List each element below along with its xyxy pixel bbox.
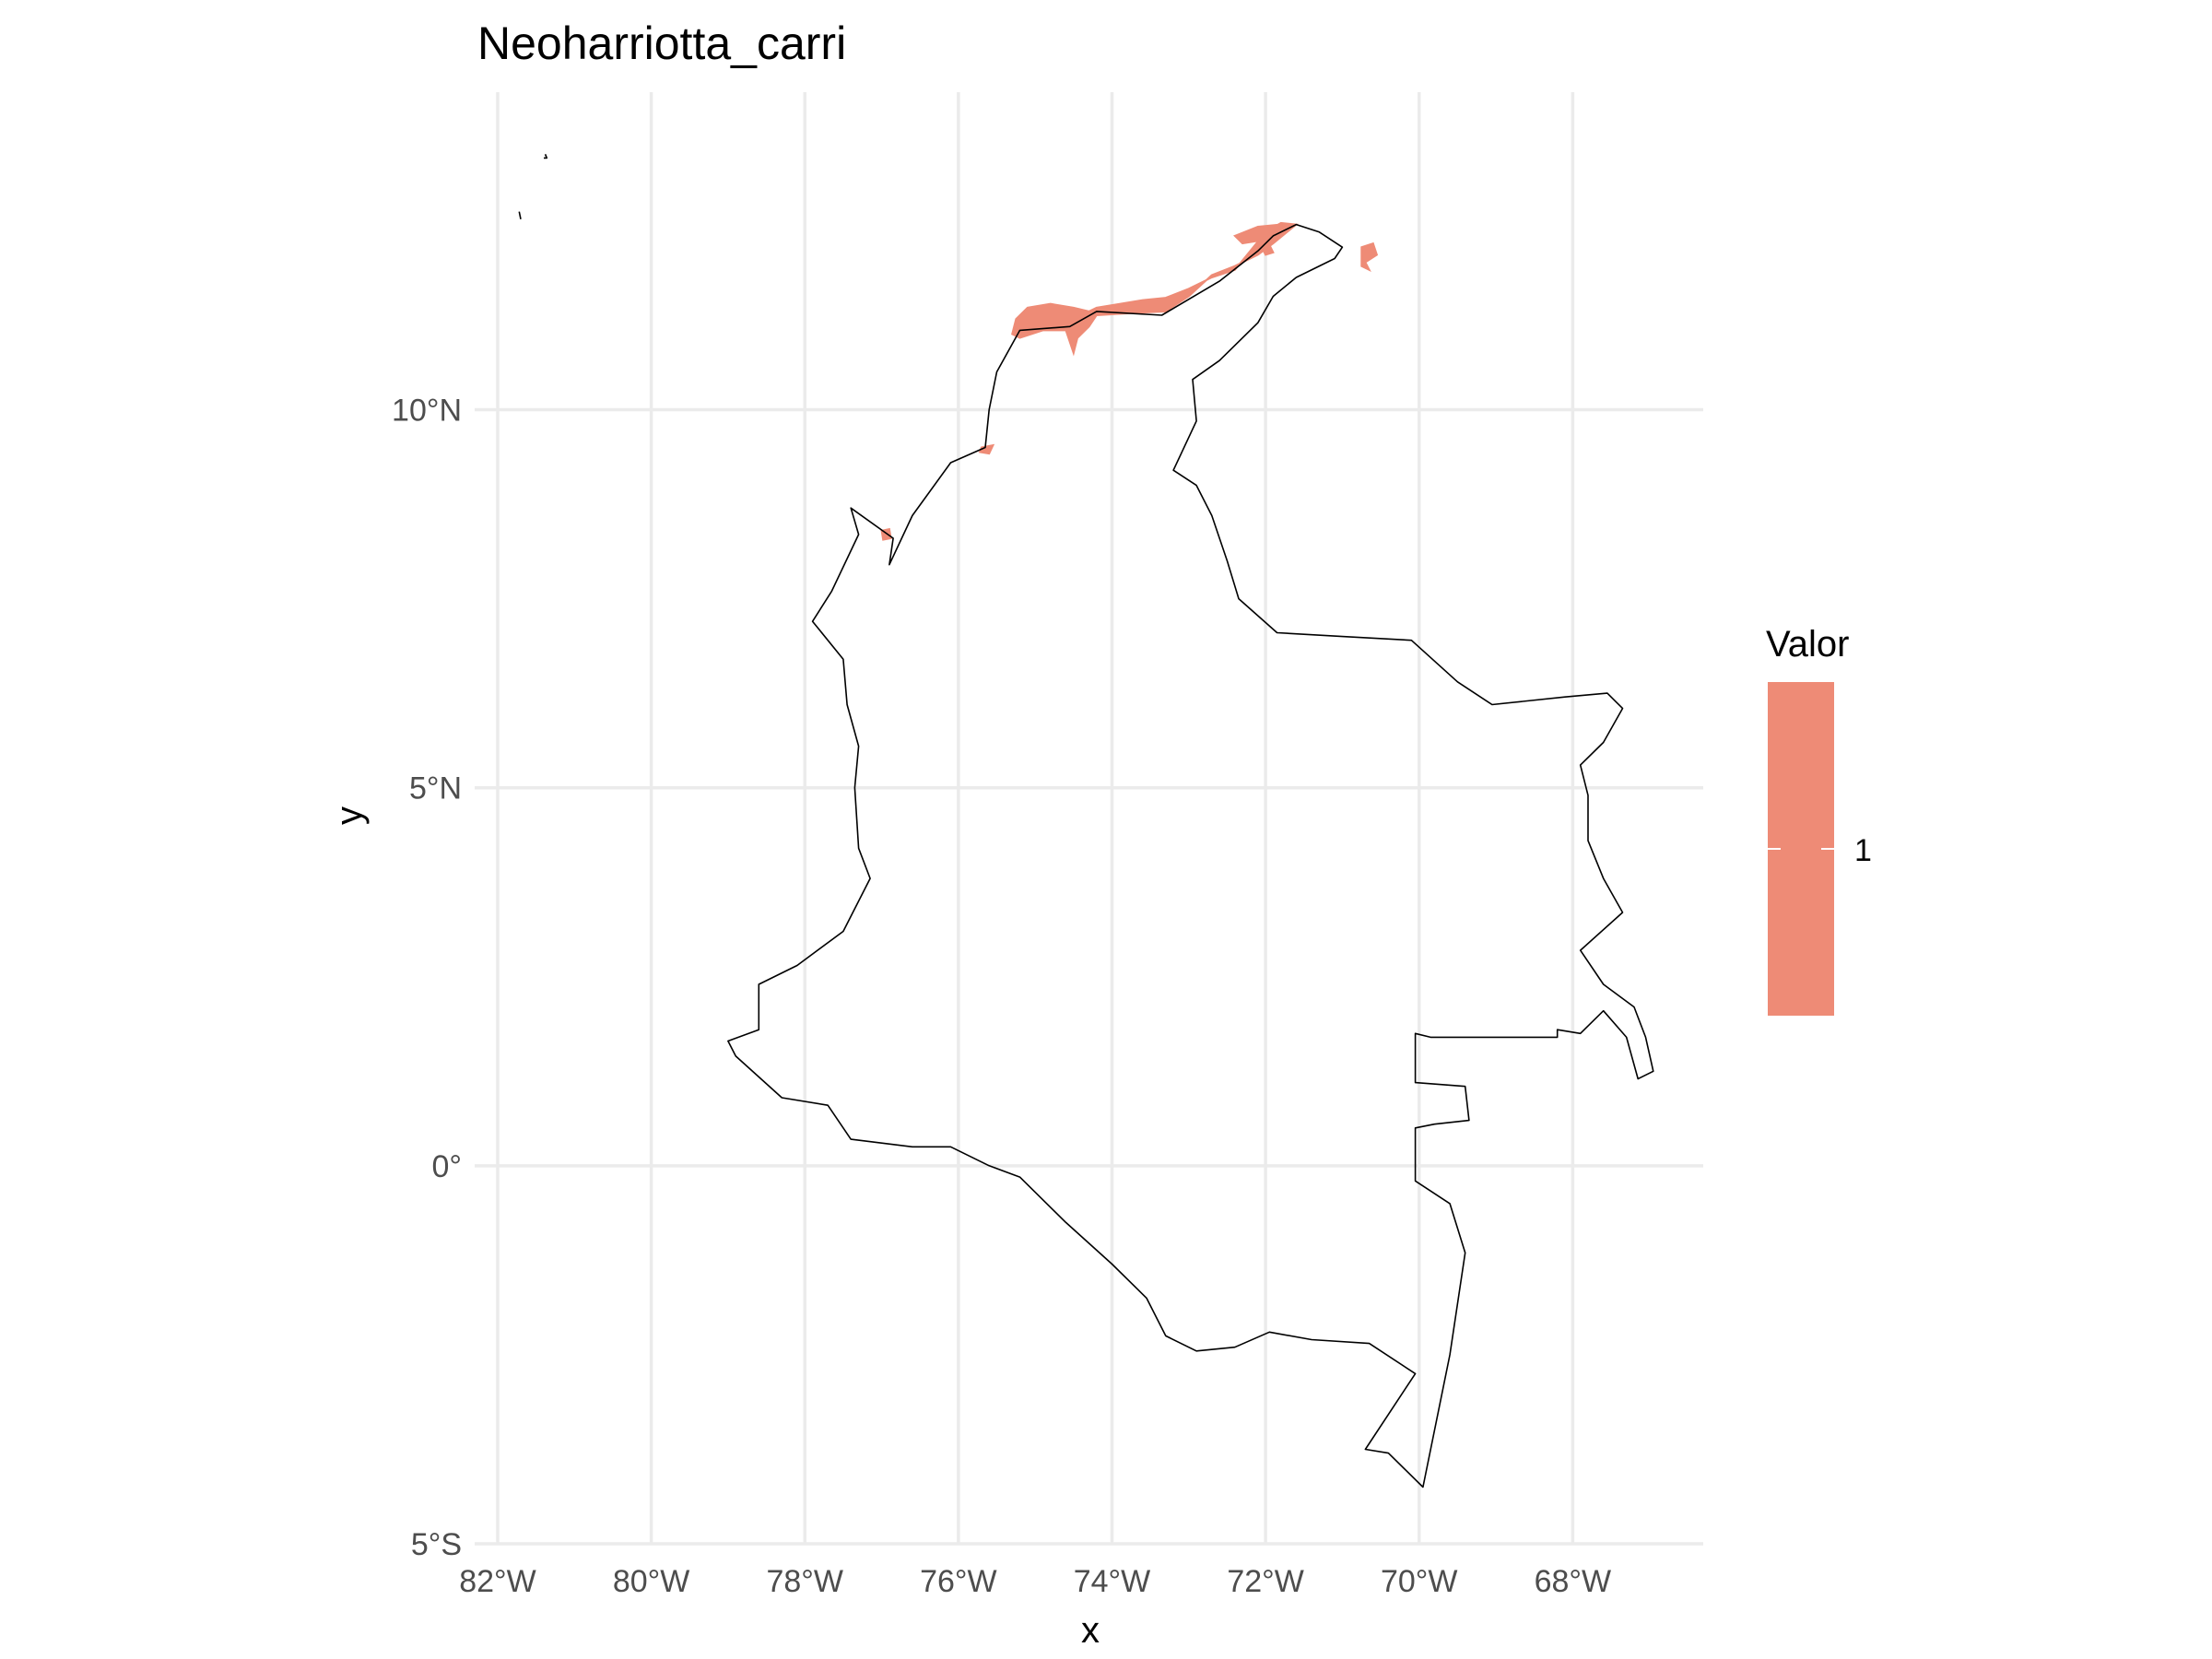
country-border-layer bbox=[518, 153, 1654, 1488]
legend: Valor 1 bbox=[1766, 624, 1872, 1016]
gridlines bbox=[475, 92, 1703, 1546]
x-axis-title: x bbox=[1081, 1610, 1100, 1651]
y-tick-label: 5°S bbox=[411, 1527, 462, 1562]
y-axis-title: y bbox=[329, 806, 370, 825]
x-axis-ticks: 82°W 80°W 78°W 76°W 74°W 72°W 70°W 68°W bbox=[459, 1564, 1611, 1599]
chart-title: Neoharriotta_carri bbox=[477, 18, 846, 69]
y-tick-label: 0° bbox=[431, 1149, 462, 1184]
legend-label: 1 bbox=[1854, 833, 1872, 868]
island-outline bbox=[544, 153, 548, 159]
presence-layer bbox=[880, 221, 1379, 541]
y-axis-ticks: 10°N 5°N 0° 5°S bbox=[392, 394, 462, 1562]
presence-region bbox=[1360, 241, 1379, 273]
presence-region bbox=[1260, 243, 1275, 256]
x-tick-label: 80°W bbox=[613, 1564, 690, 1599]
island-outline bbox=[518, 211, 522, 219]
x-tick-label: 68°W bbox=[1535, 1564, 1612, 1599]
presence-region bbox=[978, 443, 995, 455]
x-tick-label: 78°W bbox=[766, 1564, 843, 1599]
y-tick-label: 10°N bbox=[392, 394, 462, 429]
presence-region bbox=[1011, 221, 1299, 357]
legend-title: Valor bbox=[1766, 624, 1849, 665]
country-border bbox=[727, 223, 1654, 1488]
x-tick-label: 74°W bbox=[1074, 1564, 1151, 1599]
y-tick-label: 5°N bbox=[409, 771, 462, 806]
x-tick-label: 76°W bbox=[920, 1564, 997, 1599]
presence-region bbox=[1233, 223, 1287, 245]
x-tick-label: 70°W bbox=[1381, 1564, 1458, 1599]
x-tick-label: 82°W bbox=[459, 1564, 536, 1599]
x-tick-label: 72°W bbox=[1227, 1564, 1304, 1599]
